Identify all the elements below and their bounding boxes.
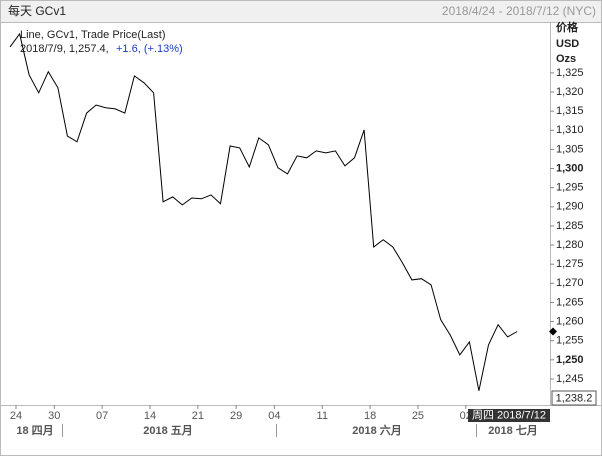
y-tick-label: 1,275 xyxy=(556,258,584,270)
ylim-low-label: 1,238.2 xyxy=(556,392,593,404)
y-tick-label: 1,325 xyxy=(556,67,584,79)
legend-change: +1.6, (+.13%) xyxy=(116,43,183,55)
month-label: 2018 六月 xyxy=(352,423,402,437)
x-tick-label: 11 xyxy=(317,410,328,422)
x-tick-label: 25 xyxy=(412,410,424,422)
cursor-label: 周四 2018/7/12 xyxy=(472,408,546,421)
month-label: 2018 七月 xyxy=(488,423,538,437)
last-marker xyxy=(549,327,557,336)
x-tick-label: 14 xyxy=(144,410,156,422)
y-tick-label: 1,280 xyxy=(556,239,584,251)
y-tick-label: 1,320 xyxy=(556,86,584,98)
y-tick-label: 1,305 xyxy=(556,143,584,155)
x-tick-label: 21 xyxy=(192,410,204,422)
low-label-box xyxy=(551,390,597,406)
y-tick-label: 1,315 xyxy=(556,105,584,117)
y-tick-label: 1,285 xyxy=(556,220,584,232)
legend-line: Line, GCv1, Trade Price(Last) xyxy=(20,29,166,41)
x-tick-label: 30 xyxy=(48,410,60,422)
legend-value: 2018/7/9, 1,257.4, xyxy=(20,43,109,55)
axis-title: Ozs xyxy=(556,53,576,65)
axis-title: 价格 xyxy=(556,20,579,34)
y-tick-label: 1,265 xyxy=(556,296,584,308)
y-tick-label: 1,270 xyxy=(556,277,584,289)
x-tick-label: 24 xyxy=(10,410,22,422)
header-range: 2018/4/24 - 2018/7/12 (NYC) xyxy=(442,4,596,18)
y-tick-label: 1,250 xyxy=(556,354,584,366)
x-tick-label: 04 xyxy=(268,410,280,422)
month-label: 2018 五月 xyxy=(143,424,193,437)
x-tick-label: 18 xyxy=(364,410,376,422)
y-tick-label: 1,245 xyxy=(556,373,584,385)
x-tick-label: 29 xyxy=(230,410,242,422)
y-tick-label: 1,290 xyxy=(556,201,584,213)
header-title: 每天 GCv1 xyxy=(8,3,66,18)
price-line xyxy=(9,32,518,391)
x-tick-label: 07 xyxy=(96,410,108,422)
y-tick-label: 1,295 xyxy=(556,182,584,194)
y-tick-label: 1,310 xyxy=(556,124,584,136)
axis-title: USD xyxy=(556,38,579,50)
y-tick-label: 1,300 xyxy=(556,162,584,174)
month-label: 18 四月 xyxy=(16,424,53,437)
y-tick-label: 1,255 xyxy=(556,335,584,347)
cursor-box xyxy=(468,409,550,422)
y-tick-label: 1,260 xyxy=(556,315,584,327)
